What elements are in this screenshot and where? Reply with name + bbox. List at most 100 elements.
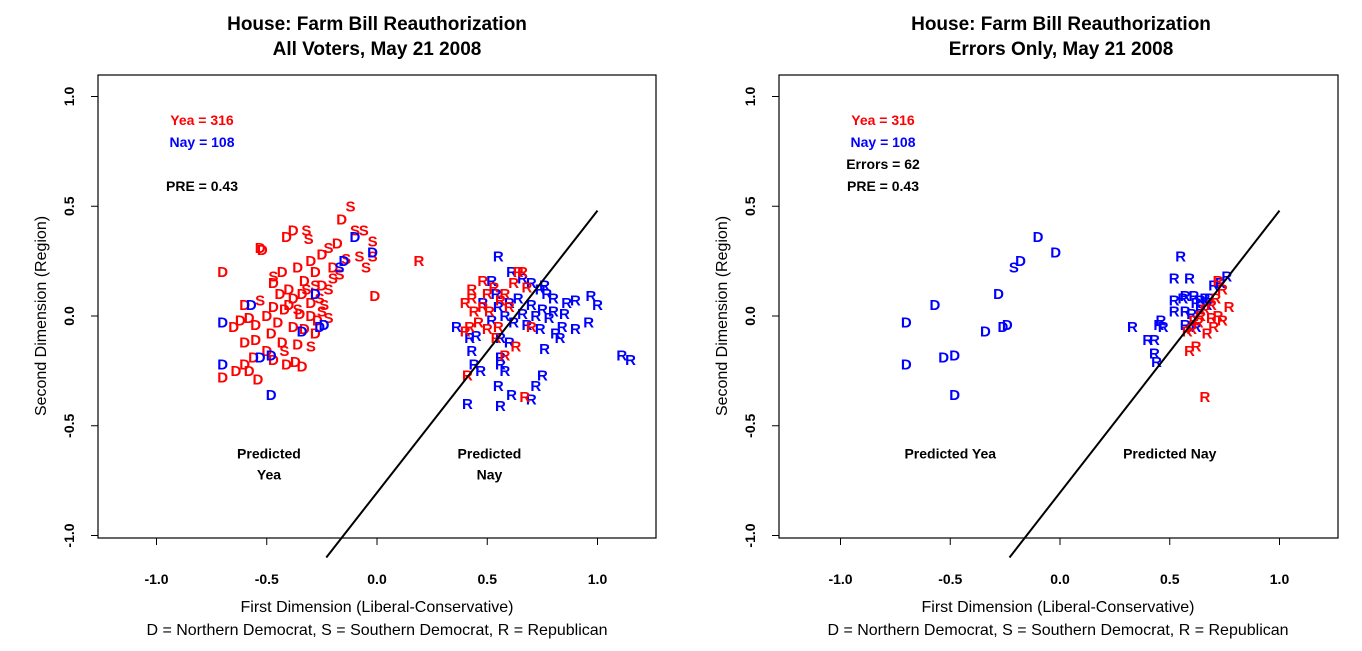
point-D: D <box>288 222 299 239</box>
point-R: R <box>583 315 594 332</box>
point-D: D <box>268 275 279 292</box>
point-S: S <box>301 222 311 239</box>
point-R: R <box>484 304 495 321</box>
point-R: R <box>493 299 504 316</box>
point-R: R <box>493 378 504 395</box>
point-R: R <box>517 306 528 323</box>
point-R: R <box>473 315 484 332</box>
point-R: R <box>495 398 506 415</box>
point-R: R <box>537 301 548 318</box>
point-R: R <box>519 389 530 406</box>
point-D: D <box>268 352 279 369</box>
point-R: R <box>460 295 471 312</box>
point-R: R <box>1217 282 1228 299</box>
point-R: R <box>466 282 477 299</box>
point-D: D <box>217 264 228 281</box>
point-D: D <box>279 301 290 318</box>
plot-errors-only: House: Farm Bill Reauthorization Errors … <box>714 14 1339 639</box>
point-D: D <box>261 343 272 360</box>
point-R: R <box>495 293 506 310</box>
point-R: R <box>1191 295 1202 312</box>
point-R: R <box>1186 321 1197 338</box>
y-tick-label: 0.0 <box>61 306 77 326</box>
plot-all-voters: House: Farm Bill Reauthorization All Vot… <box>33 14 657 639</box>
point-R: R <box>1202 326 1213 343</box>
point-R: R <box>1206 297 1217 314</box>
point-R: R <box>1193 315 1204 332</box>
x-tick-label: -1.0 <box>144 571 168 587</box>
y-axis-label: Second Dimension (Region) <box>714 216 731 416</box>
stat-label: Yea = 316 <box>170 112 234 128</box>
point-R: R <box>535 282 546 299</box>
point-D: D <box>292 337 303 354</box>
point-D: D <box>998 319 1009 336</box>
x-tick-label: -0.5 <box>938 571 962 587</box>
x-tick-label: 1.0 <box>588 571 608 587</box>
point-R: R <box>1206 310 1217 327</box>
point-R: R <box>493 319 504 336</box>
point-R: R <box>506 264 517 281</box>
point-R: R <box>1184 343 1195 360</box>
point-R: R <box>1210 290 1221 307</box>
point-R: R <box>1191 339 1202 356</box>
stat-label: Yea = 316 <box>851 112 915 128</box>
point-R: R <box>522 279 533 296</box>
point-R: R <box>477 273 488 290</box>
point-D: D <box>248 350 259 367</box>
point-R: R <box>1149 345 1160 362</box>
vote-stats: Yea = 316 Nay = 108 PRE = 0.43 <box>166 112 238 194</box>
point-R: R <box>504 299 515 316</box>
point-R: R <box>508 315 519 332</box>
y-tick-label: -1.0 <box>742 523 758 547</box>
point-R: R <box>1188 288 1199 305</box>
x-tick-label: -0.5 <box>255 571 279 587</box>
point-D: D <box>297 286 308 303</box>
point-S: S <box>361 260 371 277</box>
point-D: D <box>901 356 912 373</box>
point-D: D <box>266 348 277 365</box>
point-R: R <box>1158 319 1169 336</box>
x-tick-label: 0.5 <box>478 571 498 587</box>
point-R: R <box>1217 312 1228 329</box>
point-R: R <box>526 297 537 314</box>
point-R: R <box>486 312 497 329</box>
x-axis: -1.0 -0.5 0.0 0.5 1.0 <box>144 538 607 587</box>
point-R: R <box>555 330 566 347</box>
point-R: R <box>537 367 548 384</box>
point-R: R <box>539 341 550 358</box>
y-axis: -1.0 -0.5 0.0 0.5 1.0 <box>61 87 98 548</box>
point-S: S <box>328 271 338 288</box>
title-line-2: All Voters, May 21 2008 <box>273 39 482 60</box>
y-axis: -1.0 -0.5 0.0 0.5 1.0 <box>742 87 779 548</box>
title-line-1: House: Farm Bill Reauthorization <box>911 14 1211 35</box>
point-R: R <box>517 264 528 281</box>
point-R: R <box>504 334 515 351</box>
point-S: S <box>319 297 329 314</box>
point-D: D <box>1015 253 1026 270</box>
point-D: D <box>255 350 266 367</box>
point-D: D <box>283 297 294 314</box>
point-R: R <box>477 299 488 316</box>
point-D: D <box>316 247 327 264</box>
point-D: D <box>277 334 288 351</box>
point-R: R <box>499 348 510 365</box>
point-D: D <box>316 277 327 294</box>
point-R: R <box>469 356 480 373</box>
point-D: D <box>314 319 325 336</box>
point-R: R <box>548 290 559 307</box>
party-legend-note: D = Northern Democrat, S = Southern Demo… <box>827 622 1288 639</box>
stat-label: PRE = 0.43 <box>166 178 238 194</box>
point-R: R <box>557 319 568 336</box>
point-R: R <box>475 363 486 380</box>
point-D: D <box>949 348 960 365</box>
point-S: S <box>368 249 378 266</box>
point-R: R <box>493 249 504 266</box>
point-R: R <box>625 352 636 369</box>
stat-label: Nay = 108 <box>170 134 235 150</box>
point-D: D <box>268 299 279 316</box>
point-D: D <box>336 211 347 228</box>
x-tick-label: 0.0 <box>1050 571 1070 587</box>
point-R: R <box>530 378 541 395</box>
